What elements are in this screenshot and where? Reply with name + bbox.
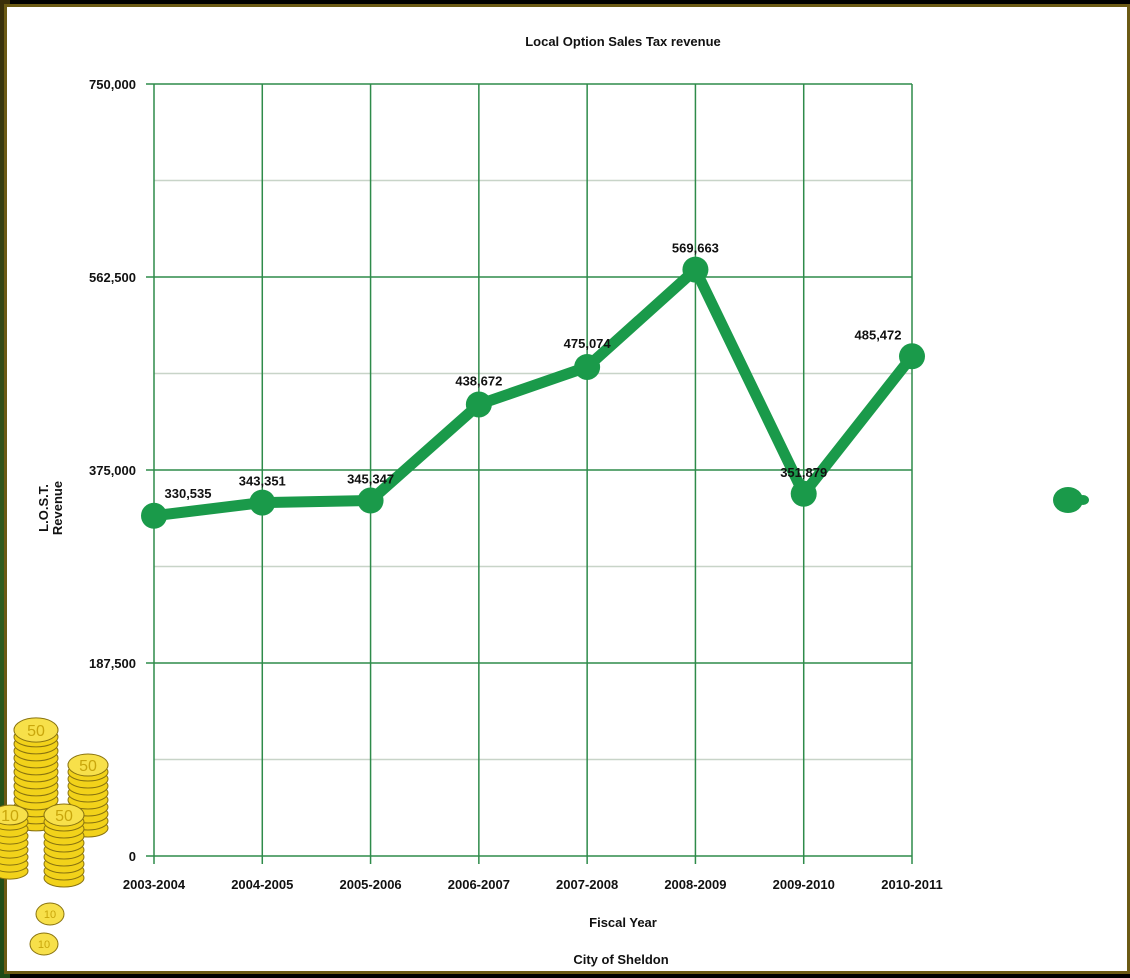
data-label: 569,663 [672, 241, 719, 256]
chart-page [4, 4, 1130, 974]
data-point [790, 480, 817, 507]
chart-title: Local Option Sales Tax revenue [525, 34, 721, 49]
x-tick-label: 2008-2009 [664, 877, 726, 892]
x-tick-label: 2007-2008 [556, 877, 618, 892]
data-label: 438,672 [455, 373, 502, 388]
y-tick-label: 0 [129, 849, 136, 864]
minor-gridlines [154, 179, 912, 761]
y-tick-label: 750,000 [89, 77, 136, 92]
x-tick-label: 2009-2010 [773, 877, 835, 892]
footer-text: City of Sheldon [573, 952, 668, 967]
coin-label: 10 [1, 808, 19, 825]
data-label: 330,535 [165, 486, 212, 501]
series-line [148, 264, 918, 522]
coin-stacks-decoration: 50 50 50 10 10 10 [0, 717, 109, 956]
coin-label: 50 [55, 808, 73, 825]
y-tick-label: 187,500 [89, 656, 136, 671]
x-axis-label: Fiscal Year [589, 915, 657, 930]
data-label: 475,074 [564, 336, 612, 351]
y-axis-label-line-1: L.O.S.T. [36, 484, 51, 532]
coin-label: 10 [38, 939, 50, 951]
data-point [249, 489, 276, 516]
data-point [357, 487, 384, 514]
coin [29, 932, 59, 956]
y-tick-label: 375,000 [89, 463, 136, 478]
x-tick-label: 2004-2005 [231, 877, 293, 892]
data-point [141, 502, 167, 529]
x-tick-labels: 2003-2004 2004-2005 2005-2006 2006-2007 2007… [123, 877, 943, 892]
major-gridlines [146, 83, 913, 864]
coin [13, 717, 59, 743]
data-point [682, 256, 709, 283]
series-polyline [148, 264, 918, 522]
data-point [465, 391, 492, 418]
coin [0, 804, 29, 826]
x-tick-label: 2005-2006 [339, 877, 401, 892]
data-label: 345,347 [347, 472, 394, 487]
coin [67, 753, 109, 777]
data-label: 485,472 [855, 327, 902, 342]
coin-label: 50 [27, 723, 45, 740]
y-tick-labels: 0 187,500 375,000 562,500 750,000 [89, 77, 136, 864]
coin [43, 803, 85, 827]
data-point [899, 343, 925, 370]
coin-label: 10 [44, 909, 56, 921]
y-axis-label-line-2: Revenue [50, 481, 65, 535]
x-tick-label: 2003-2004 [123, 877, 186, 892]
coin [35, 902, 65, 926]
data-label: 351,879 [780, 465, 827, 480]
data-point [574, 353, 601, 380]
y-tick-label: 562,500 [89, 270, 136, 285]
data-points [141, 256, 925, 529]
x-tick-label: 2006-2007 [448, 877, 510, 892]
x-tick-label: 2010-2011 [881, 877, 942, 892]
coin-label: 50 [79, 758, 97, 775]
data-label: 343,351 [239, 474, 286, 489]
y-axis-label: L.O.S.T. Revenue [36, 481, 65, 535]
green-blob-decoration [1053, 487, 1089, 513]
data-labels: 330,535 343,351 345,347 438,672 475,074 569,6… [165, 241, 902, 501]
